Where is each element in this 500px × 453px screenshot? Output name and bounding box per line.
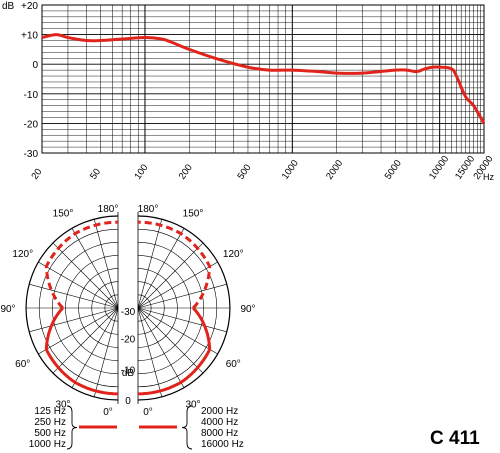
frequency-grid [41,4,485,154]
polar-spoke [137,228,185,309]
legend-entry: 500 Hz [34,428,66,439]
angle-label: 180° [138,204,159,215]
y-tick-labels: +20 +10 0 -10 -20 -30 [21,1,38,160]
polar-spoke [38,307,119,355]
angle-label: 30° [55,399,70,410]
model-name: C 411 [430,428,480,449]
x-tick-label: 100 [132,162,150,181]
polar-spoke [137,307,204,374]
legend-entry: 2000 Hz [201,406,238,417]
angle-label: 60° [15,359,30,370]
angle-label: 120° [12,249,33,260]
polar-series-line [137,220,212,310]
polar-spoke [71,307,119,388]
legend-entry: 8000 Hz [201,428,238,439]
polar-spoke [52,242,119,309]
angle-label: 60° [226,359,241,370]
angle-label: 180° [98,204,119,215]
polar-spoke [29,283,119,309]
y-tick-label: +20 [21,1,38,12]
x-tick-label: 5000 [383,158,404,182]
polar-spoke [38,261,119,309]
polar-grid [25,212,231,404]
angle-label: 150° [183,209,204,220]
series-line [41,33,486,125]
polar-spoke [137,283,227,309]
polar-spoke [137,307,185,388]
angle-label: 0° [103,407,113,418]
polar-spoke [93,219,119,309]
legend-entry: 4000 Hz [201,417,238,428]
angle-labels: 180° 180° 150° 150° 120° 120° 90° 90° 60° 60° 30° 3… [0,204,255,418]
angle-label: 90° [0,304,15,315]
y-tick-label: -20 [24,119,39,130]
x-tick-label: 500 [235,162,253,181]
legend-brace [181,405,193,450]
angle-label: 90° [240,304,255,315]
x-tick-label: 50 [88,167,103,182]
frequency-response-chart: +20 +10 0 -10 -20 -30 20 50 100 200 500 1000 2000 50… [2,1,496,182]
polar-series-line [137,306,212,396]
legend-brace [66,405,78,450]
polar-spoke [93,307,119,397]
polar-spoke [137,261,218,309]
polar-spoke [137,219,163,309]
polar-spoke [29,307,119,333]
polar-spoke [71,228,119,309]
polar-series-line [44,220,119,310]
polar-spoke [137,242,204,309]
x-tick-label: 1000 [280,158,301,182]
y-tick-label: -10 [24,90,39,101]
angle-label: 120° [223,249,244,260]
x-axis-label: Hz [483,172,494,182]
polar-series-line [44,306,119,396]
radial-tick-label: -20 [121,335,136,346]
angle-label: 30° [185,399,200,410]
y-tick-label: +10 [21,31,38,42]
angle-label: 0° [143,407,153,418]
radial-tick-label: -10 [121,365,136,376]
polar-series [44,220,212,396]
y-axis-label: dB [2,1,15,12]
polar-spoke [137,307,163,397]
legend-entry: 125 Hz [34,406,66,417]
legend-entry: 250 Hz [34,417,66,428]
y-tick-label: -30 [24,149,39,160]
radial-tick-labels: -30 -20 -10 0 [121,307,136,407]
y-tick-label: 0 [32,60,38,71]
polar-spoke [52,307,119,374]
x-tick-label: 20 [29,167,44,182]
polar-spoke [137,307,227,333]
radial-tick-label: 0 [125,396,131,407]
angle-label: 150° [53,209,74,220]
series-lines [41,33,486,125]
plot-frame [41,4,485,154]
x-tick-label: 2000 [324,158,345,182]
legend-entry: 1000 Hz [29,439,66,450]
radial-tick-label: -30 [121,307,136,318]
x-tick-label: 10000 [427,154,451,182]
polar-spoke [137,307,218,355]
polar-pattern-chart: 180° 180° 150° 150° 120° 120° 90° 90° 60° 60° 30° 3… [0,204,255,418]
legend-entry: 16000 Hz [201,439,244,450]
x-tick-label: 200 [177,162,195,181]
radial-unit-label: dB [122,368,135,379]
